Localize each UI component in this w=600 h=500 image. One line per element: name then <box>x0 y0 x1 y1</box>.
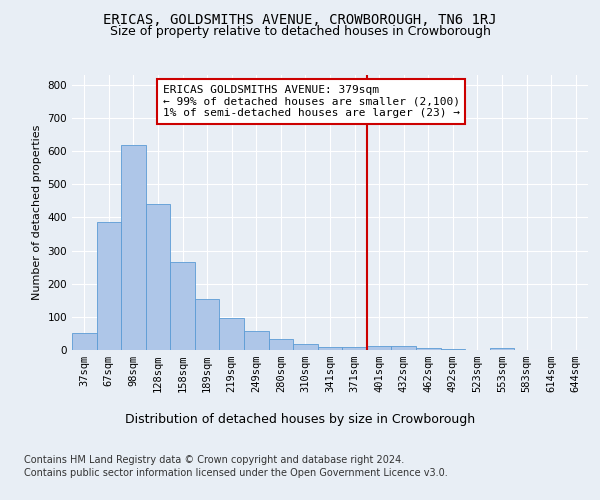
Bar <box>318 346 342 350</box>
Bar <box>293 344 318 350</box>
Text: Size of property relative to detached houses in Crowborough: Size of property relative to detached ho… <box>110 25 490 38</box>
Bar <box>72 334 97 350</box>
Bar <box>342 346 367 350</box>
Bar <box>146 204 170 350</box>
Bar <box>269 340 293 350</box>
Bar <box>490 348 514 350</box>
Bar <box>121 144 146 350</box>
Text: Contains public sector information licensed under the Open Government Licence v3: Contains public sector information licen… <box>24 468 448 477</box>
Text: ERICAS, GOLDSMITHS AVENUE, CROWBOROUGH, TN6 1RJ: ERICAS, GOLDSMITHS AVENUE, CROWBOROUGH, … <box>103 12 497 26</box>
Text: Contains HM Land Registry data © Crown copyright and database right 2024.: Contains HM Land Registry data © Crown c… <box>24 455 404 465</box>
Bar <box>416 348 440 350</box>
Bar <box>220 318 244 350</box>
Bar <box>367 346 391 350</box>
Bar <box>244 331 269 350</box>
Bar <box>97 222 121 350</box>
Bar <box>391 346 416 350</box>
Y-axis label: Number of detached properties: Number of detached properties <box>32 125 42 300</box>
Bar <box>440 349 465 350</box>
Bar <box>195 298 220 350</box>
Bar <box>170 262 195 350</box>
Text: Distribution of detached houses by size in Crowborough: Distribution of detached houses by size … <box>125 412 475 426</box>
Text: ERICAS GOLDSMITHS AVENUE: 379sqm
← 99% of detached houses are smaller (2,100)
1%: ERICAS GOLDSMITHS AVENUE: 379sqm ← 99% o… <box>163 85 460 118</box>
